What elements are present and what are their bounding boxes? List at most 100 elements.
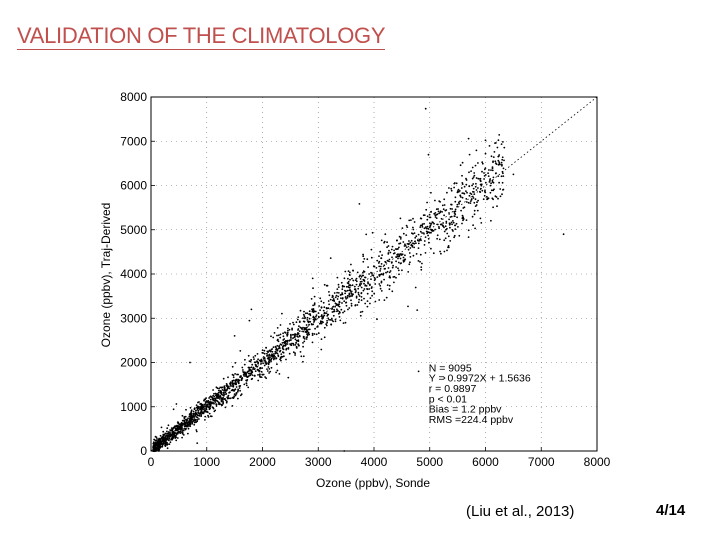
data-point: [471, 195, 474, 198]
data-point: [276, 334, 278, 337]
data-point: [430, 231, 432, 234]
data-point: [292, 321, 294, 324]
data-point: [312, 323, 315, 326]
data-point: [457, 188, 460, 191]
data-point: [182, 428, 184, 430]
data-point: [302, 317, 304, 320]
data-point: [458, 202, 460, 205]
data-point: [370, 248, 373, 251]
data-point: [387, 245, 390, 247]
data-point: [412, 242, 414, 245]
data-point: [401, 269, 403, 272]
data-point: [306, 333, 308, 335]
data-point: [396, 255, 399, 258]
data-point: [475, 149, 478, 152]
data-point: [417, 242, 420, 245]
data-point: [308, 328, 311, 331]
data-point: [160, 437, 163, 440]
data-point: [234, 382, 237, 384]
data-point: [317, 332, 320, 335]
data-point: [390, 248, 393, 251]
data-point: [418, 240, 420, 242]
data-point: [280, 344, 283, 346]
data-point: [414, 240, 416, 243]
data-point: [458, 190, 461, 192]
slide-title: VALIDATION OF THE CLIMATOLOGY: [17, 23, 386, 50]
data-point: [378, 299, 381, 301]
data-point: [452, 220, 454, 222]
data-point: [266, 368, 268, 370]
data-point: [344, 321, 347, 324]
data-point: [392, 264, 394, 267]
data-point: [410, 219, 412, 222]
data-point: [192, 414, 195, 416]
data-point: [420, 217, 423, 220]
data-point: [272, 336, 275, 339]
data-point: [408, 252, 411, 254]
data-point: [207, 406, 210, 409]
data-point: [374, 283, 377, 285]
data-point: [391, 266, 394, 269]
data-point: [284, 331, 286, 334]
data-point: [276, 344, 279, 347]
data-point: [359, 278, 362, 280]
data-point: [185, 427, 187, 430]
data-point: [272, 346, 275, 349]
data-point: [252, 368, 255, 370]
data-point: [156, 442, 158, 444]
data-point: [503, 146, 506, 149]
data-point: [379, 268, 382, 270]
data-point: [302, 360, 304, 363]
data-point: [371, 274, 374, 276]
data-point: [271, 350, 274, 353]
data-point: [434, 228, 436, 231]
data-point: [332, 298, 335, 300]
data-point: [399, 236, 402, 239]
data-point: [205, 410, 208, 413]
data-point: [207, 414, 209, 417]
data-point: [218, 387, 220, 390]
data-point: [187, 417, 189, 420]
data-point: [268, 372, 270, 374]
data-point: [336, 291, 338, 294]
data-point: [344, 296, 347, 298]
data-point: [239, 350, 242, 352]
data-point: [442, 225, 445, 228]
data-point: [175, 403, 178, 405]
data-point: [489, 191, 492, 194]
data-point: [435, 208, 438, 211]
data-point: [325, 307, 328, 309]
data-point: [371, 231, 374, 234]
data-point: [256, 360, 258, 363]
data-point: [259, 367, 262, 370]
data-point: [180, 427, 183, 429]
data-point: [282, 339, 285, 341]
data-point: [359, 284, 361, 287]
data-point: [260, 376, 263, 378]
data-point: [346, 296, 349, 299]
data-point: [263, 357, 266, 359]
data-point: [263, 364, 266, 367]
data-point: [281, 312, 283, 315]
data-point: [431, 221, 434, 224]
data-point: [502, 141, 504, 143]
data-point: [371, 294, 373, 297]
data-point: [305, 324, 308, 326]
data-point: [359, 274, 361, 277]
data-point: [417, 370, 420, 373]
data-point: [467, 137, 470, 140]
data-point: [494, 142, 496, 144]
data-point: [211, 397, 214, 400]
data-point: [343, 310, 346, 313]
data-point: [237, 397, 239, 400]
data-point: [399, 257, 402, 260]
data-point: [274, 350, 277, 353]
scatter-plot: 0 1000 2000 3000 4000 5000 6000 7000 8000 0 1000 2…: [95, 85, 625, 495]
data-point: [461, 217, 464, 220]
data-point: [399, 262, 402, 265]
data-point: [481, 162, 484, 165]
data-point: [413, 232, 416, 235]
data-point: [388, 284, 391, 287]
data-point: [405, 224, 408, 227]
data-point: [253, 368, 256, 371]
